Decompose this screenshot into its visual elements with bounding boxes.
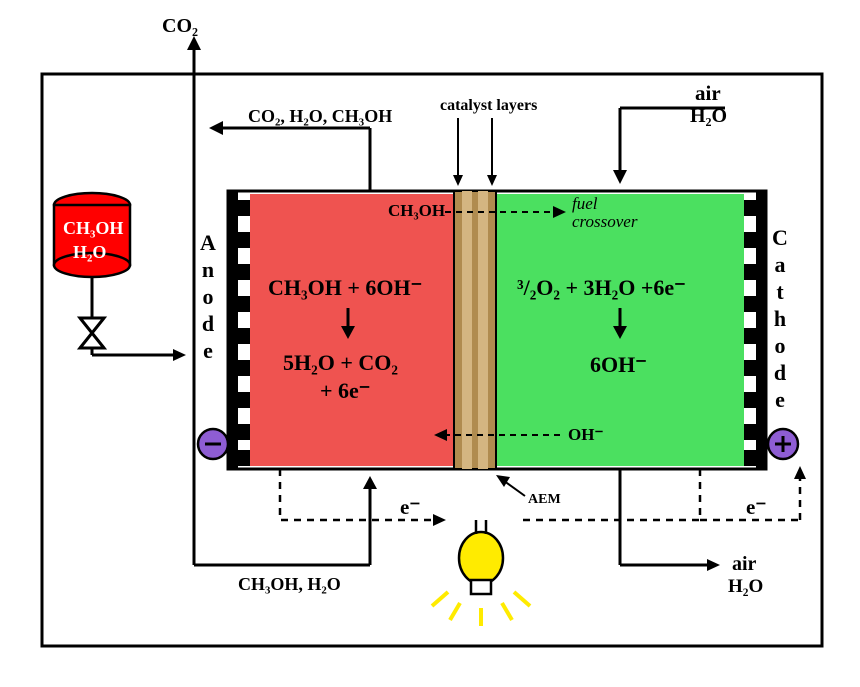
exh-2: H₂O	[728, 576, 763, 597]
air-label-1: air	[695, 81, 721, 105]
arrow-down-icon	[613, 170, 627, 184]
co2-label: CO₂	[162, 15, 198, 37]
tank-l2: H₂O	[73, 242, 106, 262]
lightbulb-icon	[432, 520, 530, 626]
cross-r1: fuel	[572, 194, 598, 213]
aem-membrane	[454, 191, 496, 469]
anode-eq-2: 5H₂O + CO₂	[283, 350, 398, 375]
arrow-up-icon	[187, 36, 201, 50]
anode-eq-1: CH₃OH + 6OH⁻	[268, 275, 422, 300]
e-label-2: e⁻	[746, 495, 766, 519]
arrow-left-icon	[209, 121, 223, 135]
gasout-1: CO₂, H₂O, CH₃OH	[248, 106, 392, 126]
anode-label: Anode	[196, 230, 221, 365]
cathode-label: Cathode	[768, 225, 793, 414]
anode-eq-3: + 6e⁻	[320, 378, 370, 403]
aem-label: AEM	[528, 492, 561, 507]
cathode-eq-1: ³/₂O₂ + 3H₂O +6e⁻	[517, 275, 686, 300]
oh-label: OH⁻	[568, 425, 603, 444]
tank-l1: CH₃OH	[63, 218, 123, 238]
anode-plate	[228, 191, 238, 469]
exh-1: air	[732, 553, 757, 575]
fuel-cell-diagram: CO₂ CO₂, H₂O, CH₃OH air H₂O catalyst lay…	[0, 0, 860, 687]
catalyst-label: catalyst layers	[440, 97, 537, 114]
air-label-2: H₂O	[690, 105, 727, 127]
e-label-1: e⁻	[400, 495, 420, 519]
cross-left: CH₃OH	[388, 201, 445, 220]
anode-teeth	[238, 200, 250, 466]
cathode-eq-2: 6OH⁻	[590, 352, 647, 377]
cathode-teeth	[744, 200, 756, 466]
cross-r2: crossover	[572, 212, 638, 231]
cathode-plate	[756, 191, 766, 469]
feed-label: CH₃OH, H₂O	[238, 574, 341, 594]
